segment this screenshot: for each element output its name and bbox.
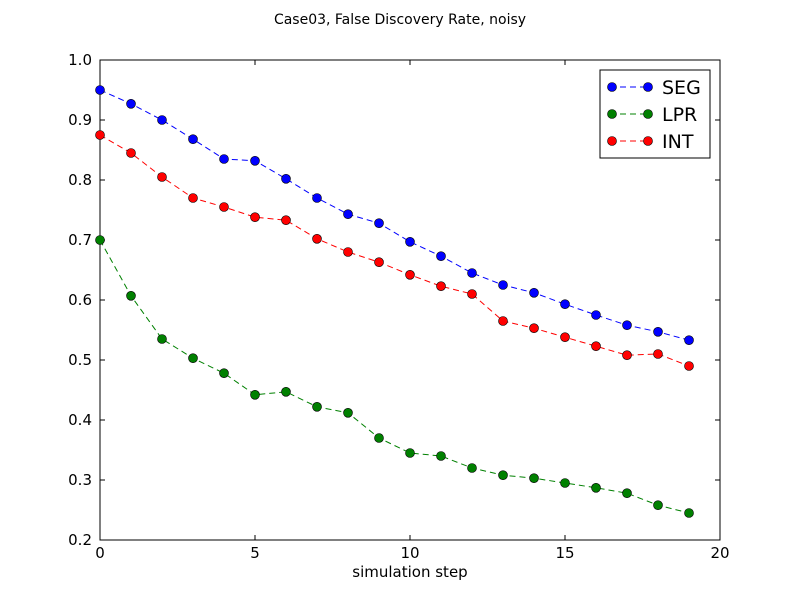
data-point [591, 310, 601, 320]
data-point [436, 281, 446, 292]
series-int [95, 130, 694, 371]
data-point [219, 154, 229, 164]
data-point [653, 326, 663, 337]
y-tick-label: 1.0 [68, 51, 92, 69]
y-tick-label: 0.9 [68, 111, 92, 129]
data-point [436, 451, 446, 461]
data-point [95, 235, 105, 245]
y-tick-label: 0.7 [68, 231, 92, 249]
data-point [312, 193, 322, 203]
data-point [250, 389, 260, 400]
data-point [498, 280, 508, 290]
data-point [281, 386, 291, 397]
data-point [219, 368, 229, 379]
data-point [405, 237, 415, 247]
data-point [560, 332, 570, 343]
data-point [343, 209, 353, 219]
data-point [436, 251, 446, 262]
y-tick-label: 0.6 [68, 291, 92, 309]
legend-marker [643, 82, 653, 92]
data-point [95, 130, 105, 140]
data-point [653, 500, 663, 511]
data-point [467, 463, 477, 473]
data-point [591, 341, 601, 352]
x-tick-label: 10 [400, 544, 419, 562]
y-tick-label: 0.5 [68, 351, 92, 369]
legend-marker [643, 109, 653, 119]
data-point [622, 350, 632, 361]
y-tick-label: 0.8 [68, 171, 92, 189]
data-point [529, 473, 539, 484]
series-seg [95, 85, 694, 346]
data-point [312, 234, 322, 244]
data-point [374, 218, 384, 228]
data-point [684, 361, 694, 371]
legend-entry-seg: SEG [607, 77, 701, 99]
series-lpr [95, 235, 694, 518]
legend-label: SEG [662, 77, 701, 99]
x-tick-label: 0 [95, 544, 105, 562]
data-point [498, 316, 508, 326]
legend-marker [607, 109, 617, 119]
data-point [684, 335, 694, 346]
chart-title: Case03, False Discovery Rate, noisy [274, 12, 526, 28]
legend-label: INT [662, 131, 694, 153]
data-point [126, 99, 136, 109]
data-point [374, 433, 384, 443]
data-point [591, 482, 601, 493]
data-point [498, 470, 508, 481]
legend-marker [607, 82, 617, 92]
data-point [188, 134, 198, 144]
series-line [99, 89, 690, 341]
data-point [157, 334, 167, 344]
data-point [157, 115, 167, 125]
x-tick-label: 15 [555, 544, 574, 562]
data-point [684, 508, 694, 518]
series-line [99, 239, 690, 514]
data-point [219, 202, 229, 212]
legend-label: LPR [662, 104, 697, 126]
data-point [250, 212, 260, 222]
y-tick-label: 0.4 [68, 411, 92, 429]
x-tick-label: 5 [250, 544, 260, 562]
data-point [95, 85, 105, 95]
data-point [467, 289, 477, 299]
data-point [188, 353, 198, 364]
data-point [622, 488, 632, 499]
y-tick-label: 0.3 [68, 471, 92, 489]
data-point [343, 407, 353, 418]
data-point [250, 156, 260, 166]
legend-entry-int: INT [607, 131, 694, 153]
data-point [281, 174, 291, 184]
data-point [405, 269, 415, 280]
data-point [281, 215, 291, 225]
data-point [126, 148, 136, 158]
legend: SEG LPR INT [599, 69, 711, 159]
data-point [560, 299, 570, 310]
x-axis-label: simulation step [352, 563, 467, 581]
data-point [467, 268, 477, 278]
data-point [653, 349, 663, 359]
data-point [622, 320, 632, 331]
legend-marker [607, 136, 617, 146]
data-point [529, 323, 539, 334]
data-point [405, 448, 415, 458]
data-point [560, 478, 570, 488]
data-point [188, 193, 198, 203]
data-point [157, 172, 167, 182]
data-point [312, 401, 322, 412]
data-point [529, 287, 539, 298]
legend-marker [643, 136, 653, 146]
data-point [343, 247, 353, 257]
x-tick-label: 20 [710, 544, 729, 562]
data-point [374, 257, 384, 268]
legend-entry-lpr: LPR [607, 104, 697, 126]
data-point [126, 290, 136, 301]
series-line [99, 134, 690, 367]
y-tick-label: 0.2 [68, 531, 92, 549]
